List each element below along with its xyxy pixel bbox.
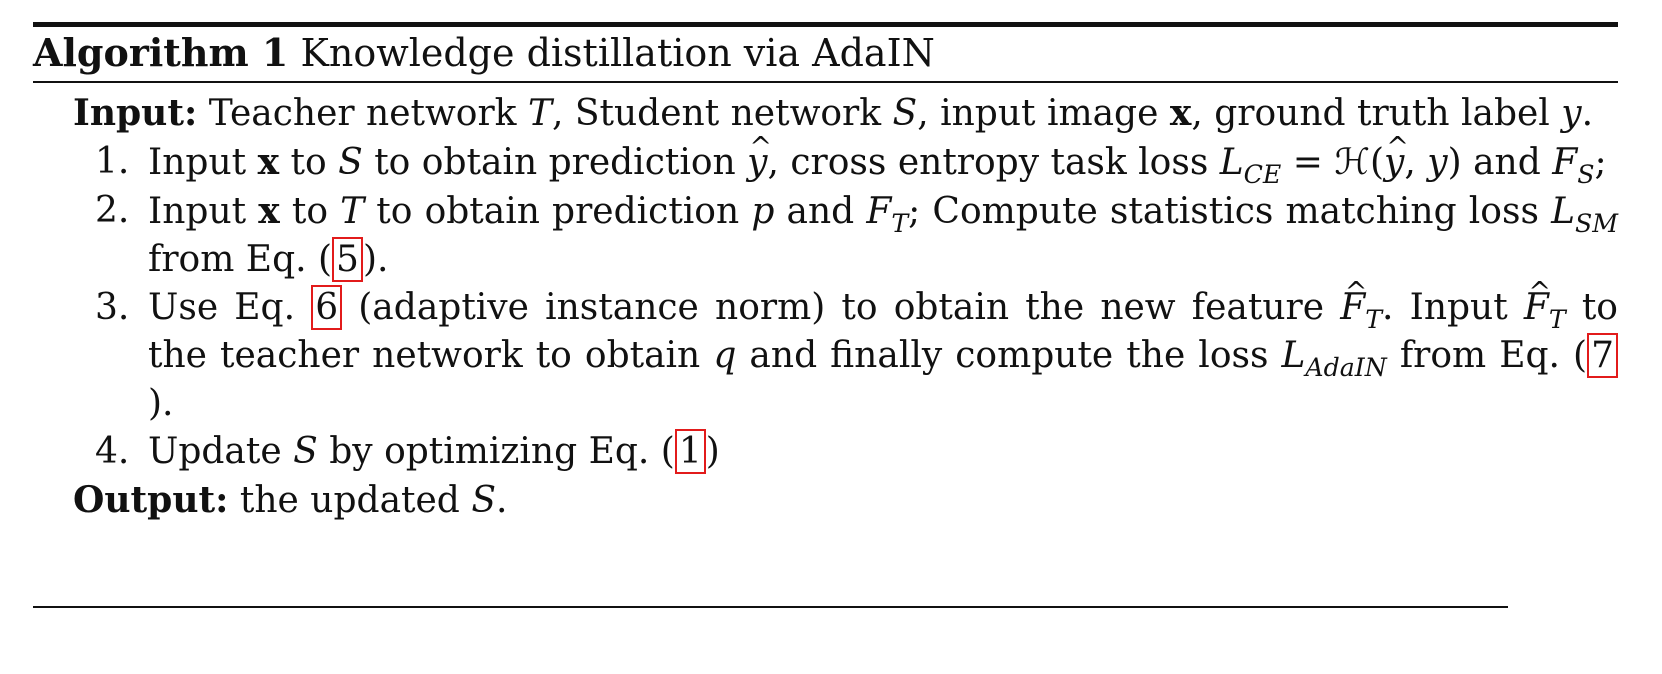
- step-text: Input: [148, 142, 247, 183]
- math-subscript: T: [1548, 304, 1566, 334]
- math-subscript: SM: [1574, 208, 1619, 238]
- step-1: 1.Input x to S to obtain prediction y, c…: [73, 138, 1618, 187]
- algorithm-label: Algorithm 1: [33, 30, 289, 75]
- math-p: p: [751, 191, 775, 232]
- math-T: T: [527, 93, 552, 134]
- output-line: Output: the updated S.: [73, 476, 1618, 525]
- step-text: to obtain prediction: [376, 191, 740, 232]
- math-x: x: [258, 190, 280, 232]
- step-number: 2.: [95, 190, 130, 231]
- math-x: x: [1169, 92, 1192, 134]
- math-S: S: [293, 431, 318, 472]
- math-T: T: [340, 191, 365, 232]
- equation-reference-link[interactable]: 5: [332, 237, 363, 283]
- top-rule: [33, 22, 1618, 27]
- step-list: 1.Input x to S to obtain prediction y, c…: [73, 138, 1618, 476]
- step-text: and: [1473, 142, 1541, 183]
- math-subscript: S: [1577, 159, 1595, 189]
- input-text: , ground truth label: [1191, 93, 1550, 134]
- output-text: .: [495, 480, 508, 521]
- step-text: ;: [1594, 142, 1607, 183]
- math-equation: = ℋ(: [1281, 142, 1385, 183]
- math-L: L: [1551, 191, 1575, 232]
- step-text: ): [705, 431, 720, 472]
- step-text: Input: [148, 191, 247, 232]
- step-text: from Eq. (: [1399, 335, 1588, 376]
- equation-reference-link[interactable]: 7: [1587, 333, 1618, 379]
- bottom-rule: [33, 606, 1508, 608]
- math-L: L: [1281, 335, 1306, 376]
- step-number: 3.: [95, 287, 130, 328]
- input-text: .: [1581, 93, 1594, 134]
- step-number: 4.: [95, 431, 130, 472]
- input-text: , input image: [917, 93, 1159, 134]
- math-y: y: [1427, 142, 1448, 183]
- step-text: Update: [148, 431, 282, 472]
- step-text: . Input: [1382, 287, 1508, 328]
- step-text: ).: [148, 383, 174, 424]
- math-L: L: [1219, 142, 1244, 183]
- step-text: ; Compute statistics matching loss: [908, 191, 1539, 232]
- math-subscript: AdaIN: [1305, 352, 1387, 382]
- step-text: to: [290, 142, 327, 183]
- math-y-hat: y: [747, 139, 767, 187]
- step-text: from Eq. (: [148, 239, 333, 280]
- step-text: by optimizing Eq. (: [329, 431, 675, 472]
- step-text: and finally compute the loss: [749, 335, 1269, 376]
- math-F-hat: F: [1340, 284, 1365, 332]
- input-text: , Student network: [551, 93, 882, 134]
- math-y: y: [1561, 93, 1582, 134]
- step-text: and: [786, 191, 855, 232]
- step-text: ).: [362, 239, 389, 280]
- math-subscript: T: [1365, 304, 1382, 334]
- step-4: 4. Update S by optimizing Eq. (1): [73, 428, 1618, 476]
- step-number: 1.: [95, 141, 130, 182]
- algorithm-body: Input: Teacher network T, Student networ…: [33, 83, 1618, 525]
- step-text: (adaptive instance norm) to obtain the n…: [358, 287, 1325, 328]
- step-text: Use Eq.: [148, 287, 296, 328]
- math-F: F: [1552, 142, 1578, 183]
- algorithm-title: Knowledge distillation via AdaIN: [300, 31, 935, 75]
- math-F-hat: F: [1524, 284, 1549, 332]
- output-key: Output:: [73, 479, 229, 521]
- math-q: q: [713, 335, 737, 376]
- math-S: S: [471, 480, 496, 521]
- math-y-hat: y: [1384, 139, 1404, 187]
- input-key: Input:: [73, 92, 198, 134]
- output-text: the updated: [239, 480, 460, 521]
- input-text: Teacher network: [208, 93, 517, 134]
- math-S: S: [892, 93, 918, 134]
- math-equation: ,: [1404, 142, 1428, 183]
- math-equation: ): [1447, 142, 1462, 183]
- step-2: 2. Input x to T to obtain prediction p an…: [73, 187, 1618, 284]
- input-line: Input: Teacher network T, Student networ…: [73, 89, 1618, 138]
- math-F: F: [866, 191, 892, 232]
- step-text: to the teacher network to obtain: [148, 287, 1618, 376]
- math-x: x: [257, 141, 280, 183]
- step-3: 3. Use Eq. 6 (adaptive instance norm) to …: [73, 284, 1618, 428]
- header-rule: [33, 81, 1618, 83]
- step-text: to: [291, 191, 328, 232]
- equation-reference-link[interactable]: 6: [311, 285, 343, 331]
- step-text: to obtain prediction: [374, 142, 736, 183]
- math-S: S: [338, 142, 363, 183]
- algorithm-block: Algorithm 1 Knowledge distillation via A…: [33, 22, 1618, 525]
- algorithm-header: Algorithm 1 Knowledge distillation via A…: [33, 27, 1618, 81]
- math-subscript: T: [891, 208, 909, 238]
- equation-reference-link[interactable]: 1: [674, 429, 706, 475]
- step-text: , cross entropy task loss: [767, 142, 1209, 183]
- math-subscript: CE: [1243, 159, 1282, 189]
